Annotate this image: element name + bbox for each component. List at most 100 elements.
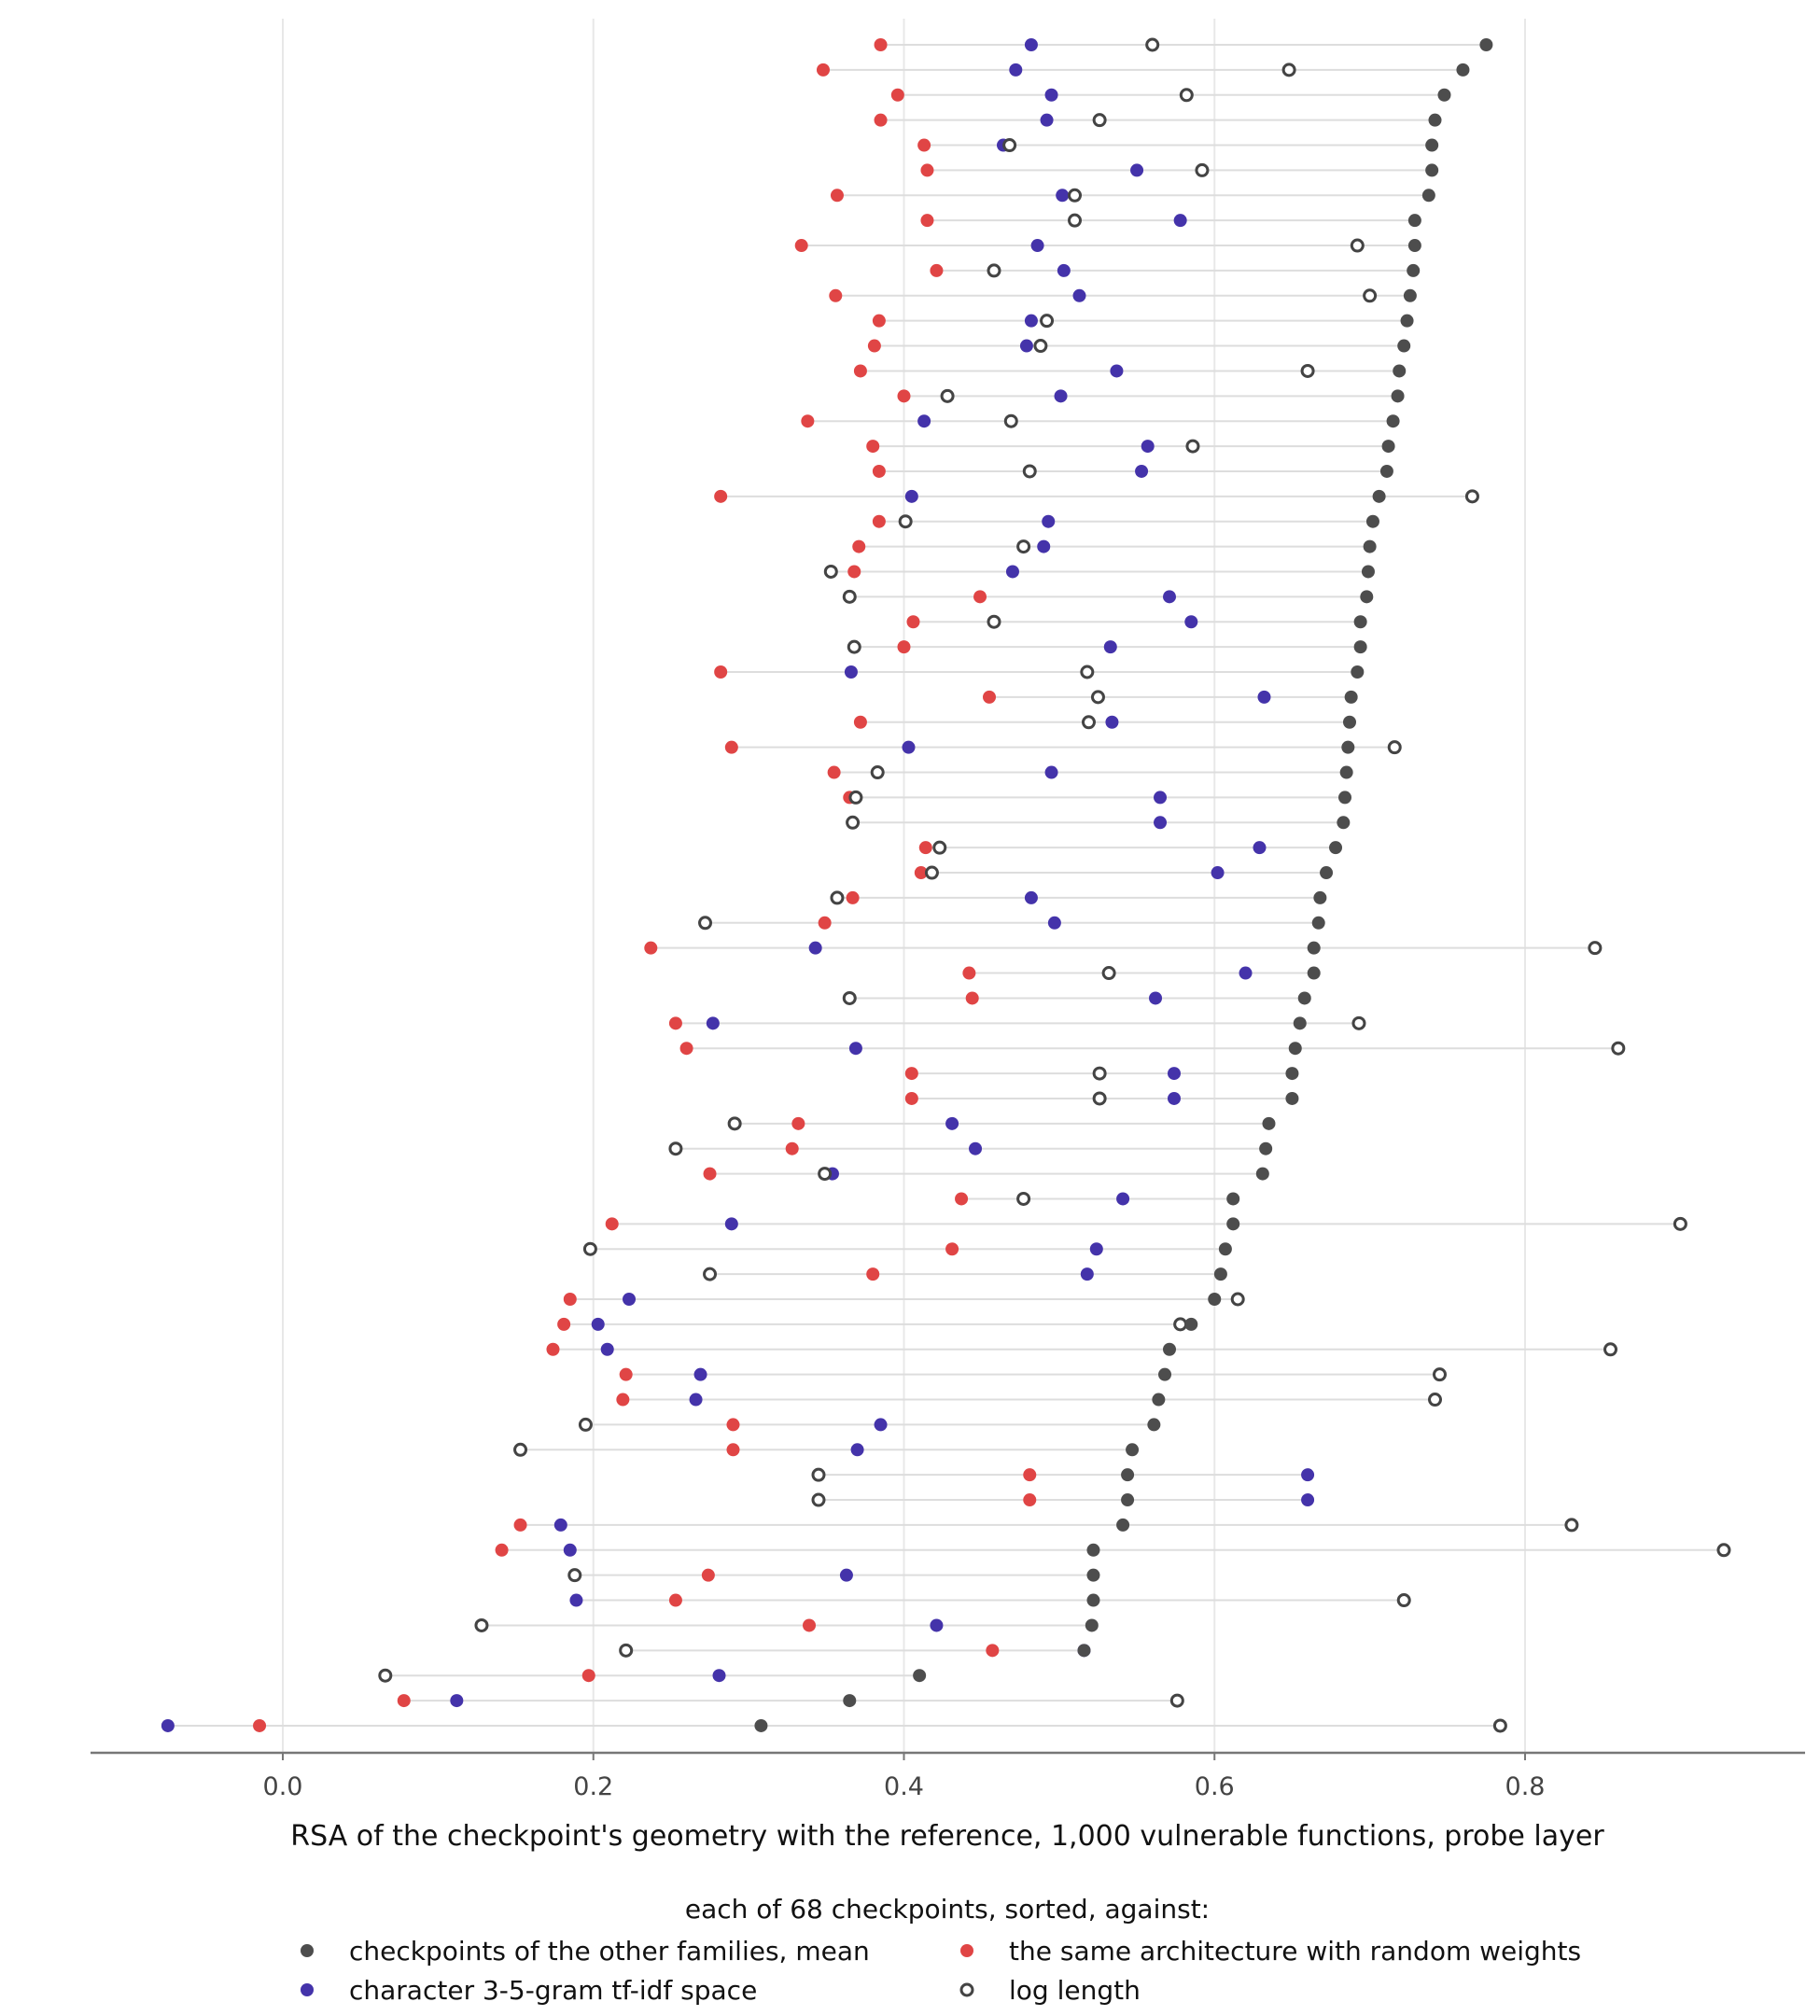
tfidf-point	[1154, 816, 1168, 830]
legend: each of 68 checkpoints, sorted, against:…	[301, 1894, 1581, 2006]
random-weights-point	[866, 1267, 880, 1281]
random-weights-point	[904, 1091, 918, 1105]
family-mean-point	[843, 1694, 857, 1708]
random-weights-point	[714, 489, 728, 503]
family-mean-point	[1403, 288, 1417, 302]
tfidf-point	[1024, 314, 1038, 328]
family-mean-point	[1421, 189, 1435, 203]
log-length-point	[1351, 1015, 1366, 1030]
log-length-point	[1145, 37, 1160, 52]
tfidf-point	[1257, 690, 1271, 704]
tfidf-point	[1167, 1091, 1181, 1105]
tfidf-point	[1110, 364, 1124, 378]
tfidf-point	[1089, 1242, 1103, 1256]
random-weights-point	[853, 715, 867, 729]
random-weights-point	[852, 539, 866, 553]
log-length-point	[987, 614, 1001, 629]
log-length-point	[1432, 1367, 1447, 1382]
legend-marker-tfidf	[301, 1983, 314, 1996]
tfidf-point	[1211, 866, 1225, 880]
random-weights-point	[906, 615, 920, 629]
family-mean-point	[1285, 1067, 1299, 1081]
family-mean-point	[1425, 138, 1439, 152]
random-weights-point	[897, 389, 911, 403]
random-weights-point	[872, 514, 886, 528]
log-length-point	[567, 1568, 582, 1583]
family-mean-point	[1329, 841, 1343, 855]
random-weights-point	[791, 1116, 805, 1130]
family-mean-point	[1400, 314, 1414, 328]
random-weights-point	[866, 440, 880, 454]
tfidf-point	[553, 1518, 567, 1532]
random-weights-point	[904, 1067, 918, 1081]
legend-title: each of 68 checkpoints, sorted, against:	[685, 1894, 1210, 1925]
family-mean-point	[1313, 890, 1327, 904]
tfidf-point	[874, 1418, 888, 1432]
family-mean-point	[1307, 941, 1321, 955]
log-length-point	[811, 1492, 826, 1507]
log-length-point	[847, 639, 861, 654]
tfidf-point	[1072, 288, 1086, 302]
random-weights-point	[853, 364, 867, 378]
legend-marker-mean	[301, 1944, 314, 1957]
family-mean-point	[1163, 1342, 1177, 1356]
random-weights-point	[397, 1694, 411, 1708]
random-weights-point	[701, 1568, 715, 1582]
log-length-point	[1016, 539, 1031, 554]
random-weights-point	[703, 1167, 717, 1181]
log-length-point	[811, 1467, 826, 1482]
tfidf-point	[1019, 339, 1033, 353]
family-mean-point	[1121, 1493, 1135, 1507]
x-tick-label: 0.8	[1505, 1772, 1546, 1801]
log-length-point	[1716, 1543, 1731, 1558]
tfidf-point	[850, 1443, 864, 1457]
tfidf-point	[450, 1694, 464, 1708]
family-mean-point	[1255, 1167, 1269, 1181]
tfidf-point	[1141, 440, 1155, 454]
family-mean-point	[1365, 514, 1379, 528]
random-weights-point	[830, 189, 844, 203]
log-length-point	[1003, 413, 1018, 428]
family-mean-point	[1152, 1393, 1166, 1407]
family-mean-point	[1147, 1418, 1161, 1432]
family-mean-point	[1353, 615, 1367, 629]
log-length-point	[940, 388, 955, 403]
log-length-point	[1002, 138, 1017, 153]
family-mean-point	[1259, 1141, 1273, 1155]
random-weights-point	[1023, 1493, 1037, 1507]
random-weights-point	[563, 1293, 577, 1306]
tfidf-point	[1149, 991, 1163, 1005]
tfidf-point	[1163, 590, 1177, 604]
log-length-point	[1564, 1518, 1579, 1533]
random-weights-point	[803, 1618, 817, 1632]
family-mean-point	[1158, 1367, 1172, 1381]
log-length-point	[1464, 489, 1479, 504]
family-mean-point	[1121, 1468, 1135, 1482]
log-length-point	[1033, 339, 1048, 354]
random-weights-point	[930, 263, 944, 277]
x-tick-label: 0.6	[1195, 1772, 1235, 1801]
tfidf-point	[569, 1593, 583, 1607]
log-length-point	[1230, 1292, 1245, 1307]
random-weights-point	[827, 765, 841, 779]
family-mean-point	[1381, 440, 1395, 454]
family-mean-point	[1407, 263, 1421, 277]
tfidf-point	[1301, 1468, 1315, 1482]
tfidf-point	[1009, 63, 1023, 77]
tfidf-point	[706, 1016, 720, 1030]
random-weights-point	[829, 288, 843, 302]
log-length-point	[842, 990, 857, 1005]
family-mean-point	[754, 1718, 768, 1732]
family-mean-point	[1342, 715, 1356, 729]
family-mean-point	[1393, 364, 1407, 378]
log-length-point	[898, 514, 913, 529]
x-tick-label: 0.4	[884, 1772, 924, 1801]
tfidf-point	[1044, 88, 1058, 102]
tfidf-point	[623, 1293, 637, 1306]
log-length-point	[1040, 314, 1055, 329]
tfidf-point	[1005, 565, 1019, 579]
log-length-point	[1185, 439, 1200, 454]
log-length-point	[987, 263, 1001, 278]
row-lines	[167, 44, 1724, 1727]
family-mean-point	[1077, 1644, 1091, 1658]
